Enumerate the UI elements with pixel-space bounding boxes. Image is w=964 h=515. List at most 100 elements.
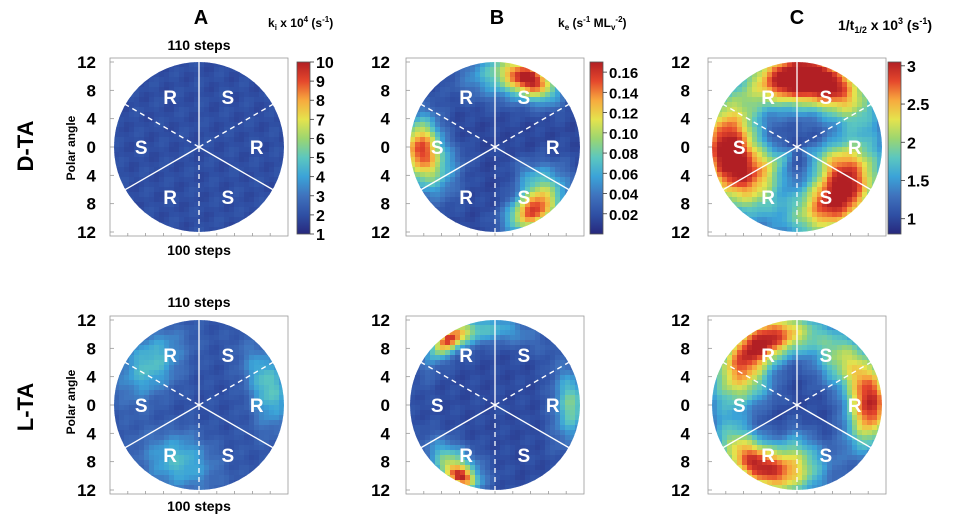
heat-cell bbox=[229, 172, 235, 178]
heat-cell bbox=[802, 102, 808, 108]
heat-cell bbox=[737, 122, 743, 128]
heat-cell bbox=[540, 72, 546, 78]
heat-cell bbox=[239, 405, 245, 411]
heat-cell bbox=[525, 77, 531, 83]
heat-cell bbox=[495, 325, 501, 331]
heat-cell bbox=[209, 87, 215, 93]
heat-cell bbox=[440, 167, 446, 173]
heat-cell bbox=[747, 197, 753, 203]
heat-cell bbox=[139, 187, 145, 193]
heat-cell bbox=[510, 187, 516, 193]
heat-cell bbox=[244, 122, 250, 128]
heat-cell bbox=[777, 102, 783, 108]
heat-cell bbox=[199, 127, 205, 133]
heat-cell bbox=[525, 415, 531, 421]
heat-cell bbox=[732, 107, 738, 113]
heat-cell bbox=[787, 67, 793, 73]
heat-cell bbox=[827, 172, 833, 178]
heat-cell bbox=[455, 390, 461, 396]
heat-cell bbox=[475, 335, 481, 341]
heat-cell bbox=[500, 405, 506, 411]
heat-cell bbox=[229, 460, 235, 466]
heat-cell bbox=[420, 187, 426, 193]
heat-cell bbox=[842, 217, 848, 223]
heat-cell bbox=[420, 370, 426, 376]
heat-cell bbox=[535, 197, 541, 203]
heat-cell bbox=[425, 360, 431, 366]
heat-cell bbox=[797, 197, 803, 203]
heat-cell bbox=[837, 142, 843, 148]
heat-cell bbox=[129, 430, 135, 436]
heat-cell bbox=[575, 375, 580, 381]
heat-cell bbox=[535, 450, 541, 456]
heat-cell bbox=[184, 440, 190, 446]
heat-cell bbox=[129, 435, 135, 441]
heat-cell bbox=[249, 425, 255, 431]
heat-cell bbox=[535, 182, 541, 188]
heat-cell bbox=[727, 182, 733, 188]
heat-cell bbox=[229, 112, 235, 118]
heat-cell bbox=[425, 92, 431, 98]
heat-cell bbox=[129, 375, 135, 381]
heat-cell bbox=[530, 82, 536, 88]
heat-cell bbox=[807, 187, 813, 193]
heat-cell bbox=[214, 395, 220, 401]
heat-cell bbox=[164, 127, 170, 133]
heat-cell bbox=[460, 92, 466, 98]
heat-cell bbox=[732, 182, 738, 188]
heat-cell bbox=[480, 182, 486, 188]
heat-cell bbox=[139, 440, 145, 446]
heat-cell bbox=[134, 122, 140, 128]
heat-cell bbox=[495, 167, 501, 173]
heat-cell bbox=[747, 147, 753, 153]
heat-cell bbox=[164, 112, 170, 118]
heat-cell bbox=[495, 450, 501, 456]
heat-cell bbox=[460, 425, 466, 431]
heat-cell bbox=[495, 102, 501, 108]
heat-cell bbox=[139, 355, 145, 361]
heat-cell bbox=[530, 420, 536, 426]
heat-cell bbox=[415, 167, 421, 173]
heat-cell bbox=[872, 102, 878, 108]
heat-cell bbox=[440, 405, 446, 411]
heat-cell bbox=[204, 107, 210, 113]
heat-cell bbox=[485, 92, 491, 98]
sector-label: S bbox=[222, 346, 235, 367]
heat-cell bbox=[204, 182, 210, 188]
heat-cell bbox=[249, 112, 255, 118]
heat-cell bbox=[214, 410, 220, 416]
heat-cell bbox=[194, 77, 200, 83]
heat-cell bbox=[189, 425, 195, 431]
heat-cell bbox=[239, 157, 245, 163]
heat-cell bbox=[535, 400, 541, 406]
heat-cell bbox=[410, 420, 416, 426]
heat-cell bbox=[767, 132, 773, 138]
heat-cell bbox=[460, 97, 466, 103]
heat-cell bbox=[239, 97, 245, 103]
heat-cell bbox=[254, 207, 260, 213]
heat-cell bbox=[144, 142, 150, 148]
heat-cell bbox=[159, 152, 165, 158]
heat-cell bbox=[199, 445, 205, 451]
heat-cell bbox=[455, 107, 461, 113]
heat-cell bbox=[742, 197, 748, 203]
heat-cell bbox=[782, 147, 788, 153]
heat-cell bbox=[149, 102, 155, 108]
heat-cell bbox=[229, 350, 235, 356]
heat-cell bbox=[450, 177, 456, 183]
heat-cell bbox=[144, 137, 150, 143]
heat-cell bbox=[817, 187, 823, 193]
heat-cell bbox=[555, 102, 561, 108]
heat-cell bbox=[219, 465, 225, 471]
heat-cell bbox=[119, 182, 125, 188]
heat-cell bbox=[249, 167, 255, 173]
heat-cell bbox=[807, 172, 813, 178]
heat-cell bbox=[480, 77, 486, 83]
heat-cell bbox=[545, 355, 551, 361]
heat-cell bbox=[164, 222, 170, 228]
heat-cell bbox=[505, 82, 511, 88]
heat-cell bbox=[500, 192, 506, 198]
heat-cell bbox=[154, 117, 160, 123]
heat-cell bbox=[445, 142, 451, 148]
